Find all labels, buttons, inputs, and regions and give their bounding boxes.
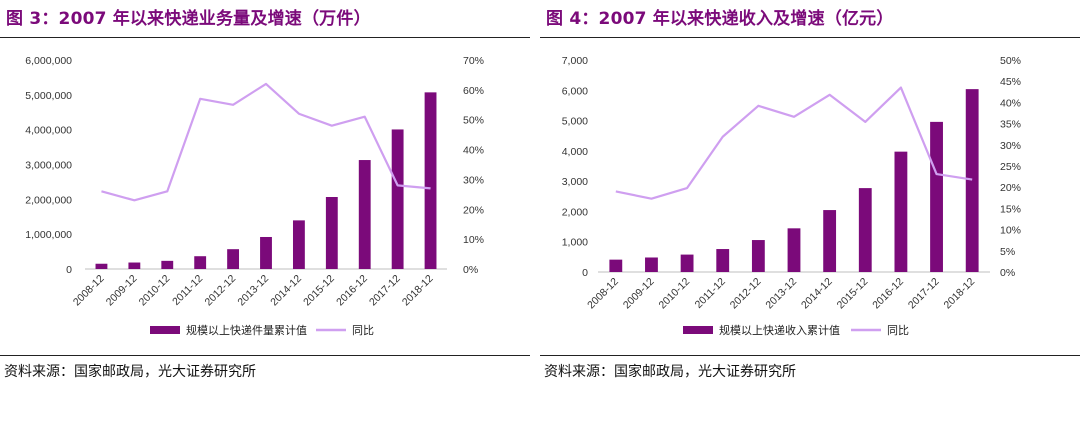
figure-4-top-rule (540, 37, 1080, 38)
legend-bar-label: 规模以上快递收入累计值 (719, 323, 840, 337)
legend-line-label: 同比 (352, 324, 374, 337)
bar (391, 129, 404, 269)
right-axis-tick-label: 40% (463, 145, 484, 157)
left-axis-tick-label: 0 (582, 267, 588, 279)
x-tick-label: 2016-12 (870, 276, 906, 312)
right-axis-tick-label: 60% (463, 85, 484, 97)
figure-3-title: 图 3：2007 年以来快递业务量及增速（万件） (6, 9, 371, 29)
figure-3-bottom-rule (0, 355, 530, 356)
x-tick-label: 2018-12 (400, 273, 436, 309)
figure-4-title: 图 4：2007 年以来快递收入及增速（亿元） (546, 9, 894, 29)
left-axis-tick-label: 3,000,000 (25, 160, 72, 172)
bar (128, 262, 141, 269)
legend-bar-swatch (683, 326, 713, 334)
left-axis-tick-label: 7,000 (562, 55, 588, 67)
x-tick-label: 2011-12 (170, 273, 205, 308)
legend-bar-label: 规模以上快递件量累计值 (186, 323, 307, 337)
legend-bar-swatch (150, 326, 180, 334)
legend-line-label: 同比 (887, 324, 909, 337)
bar (645, 257, 658, 272)
right-axis-tick-label: 30% (463, 174, 484, 186)
figure-3-chart: 0 1,000,000 2,000,000 3,000,000 4,000,000 5,0… (25, 55, 484, 337)
x-tick-label: 2010-12 (137, 273, 173, 309)
bar (716, 249, 730, 272)
x-tick-label: 2014-12 (799, 276, 835, 312)
figure-3-source: 资料来源：国家邮政局，光大证券研究所 (4, 364, 256, 380)
x-tick-label: 2008-12 (585, 276, 621, 312)
x-tick-label: 2008-12 (71, 273, 107, 309)
bar (787, 228, 801, 272)
right-axis-tick-label: 50% (463, 115, 484, 127)
x-tick-label: 2009-12 (104, 273, 140, 309)
right-axis-tick-label: 40% (1000, 97, 1021, 109)
left-axis-tick-label: 6,000,000 (25, 55, 72, 67)
left-axis-tick-label: 3,000 (562, 176, 588, 188)
figure-4-chart: 0 1,000 2,000 3,000 4,000 5,000 6,000 7,000 0% 5%… (562, 55, 1021, 337)
bar (325, 196, 338, 269)
left-axis-tick-label: 6,000 (562, 85, 588, 97)
bar (194, 256, 207, 269)
growth-line (101, 82, 431, 202)
x-tick-label: 2015-12 (301, 273, 337, 309)
x-tick-label: 2017-12 (367, 273, 403, 309)
left-axis-tick-label: 4,000 (562, 146, 588, 158)
bar (858, 188, 872, 272)
bar (95, 263, 108, 269)
bar (260, 236, 272, 269)
x-tick-label: 2013-12 (763, 276, 799, 312)
x-tick-label: 2010-12 (656, 276, 692, 312)
x-tick-label: 2012-12 (202, 273, 238, 309)
figure-4-panel: 图 4：2007 年以来快递收入及增速（亿元） 0 1,000 2,000 3,000… (540, 0, 1080, 428)
x-tick-label: 2013-12 (235, 273, 271, 309)
right-axis-tick-label: 25% (1000, 161, 1021, 173)
right-axis-tick-label: 30% (1000, 140, 1021, 152)
bar (930, 121, 943, 272)
left-axis-tick-label: 5,000 (562, 116, 588, 128)
right-axis-tick-label: 10% (463, 234, 484, 246)
x-tick-label: 2009-12 (621, 276, 657, 312)
right-axis-tick-label: 45% (1000, 76, 1021, 88)
bar (227, 249, 240, 269)
bar (424, 92, 437, 269)
bar (292, 220, 305, 269)
right-axis-tick-label: 20% (1000, 182, 1021, 194)
right-axis-tick-label: 5% (1000, 246, 1015, 258)
figure-3-panel: 图 3：2007 年以来快递业务量及增速（万件） 0 1,000,000 2,000… (0, 0, 530, 428)
left-axis-tick-label: 0 (66, 264, 72, 276)
figure-4-bottom-rule (540, 355, 1080, 356)
bar (358, 160, 371, 269)
x-tick-label: 2012-12 (728, 276, 764, 312)
x-tick-label: 2015-12 (835, 276, 871, 312)
x-tick-label: 2011-12 (693, 276, 728, 311)
bar (894, 151, 908, 272)
right-axis-tick-label: 20% (463, 204, 484, 216)
left-axis-tick-label: 1,000,000 (25, 229, 72, 241)
x-tick-label: 2014-12 (268, 273, 304, 309)
x-tick-label: 2017-12 (906, 276, 942, 312)
x-tick-label: 2018-12 (942, 276, 978, 312)
right-axis-tick-label: 70% (463, 55, 484, 67)
right-axis-tick-label: 50% (1000, 55, 1021, 67)
left-axis-tick-label: 2,000 (562, 206, 588, 218)
bar (609, 259, 623, 272)
figure-3-top-rule (0, 37, 530, 38)
bar (823, 210, 837, 272)
right-axis-tick-label: 0% (463, 264, 478, 276)
x-tick-label: 2016-12 (334, 273, 370, 309)
left-axis-tick-label: 5,000,000 (25, 90, 72, 102)
bar (161, 260, 174, 269)
right-axis-tick-label: 15% (1000, 203, 1021, 215)
left-axis-tick-label: 1,000 (562, 237, 588, 249)
growth-line (615, 86, 973, 200)
left-axis-tick-label: 4,000,000 (25, 125, 72, 137)
right-axis-tick-label: 0% (1000, 267, 1015, 279)
left-axis-tick-label: 2,000,000 (25, 194, 72, 206)
bar (965, 89, 979, 272)
bar (680, 254, 694, 272)
right-axis-tick-label: 10% (1000, 225, 1021, 237)
right-axis-tick-label: 35% (1000, 119, 1021, 131)
figure-4-source: 资料来源：国家邮政局，光大证券研究所 (544, 364, 796, 380)
bar (751, 240, 765, 272)
